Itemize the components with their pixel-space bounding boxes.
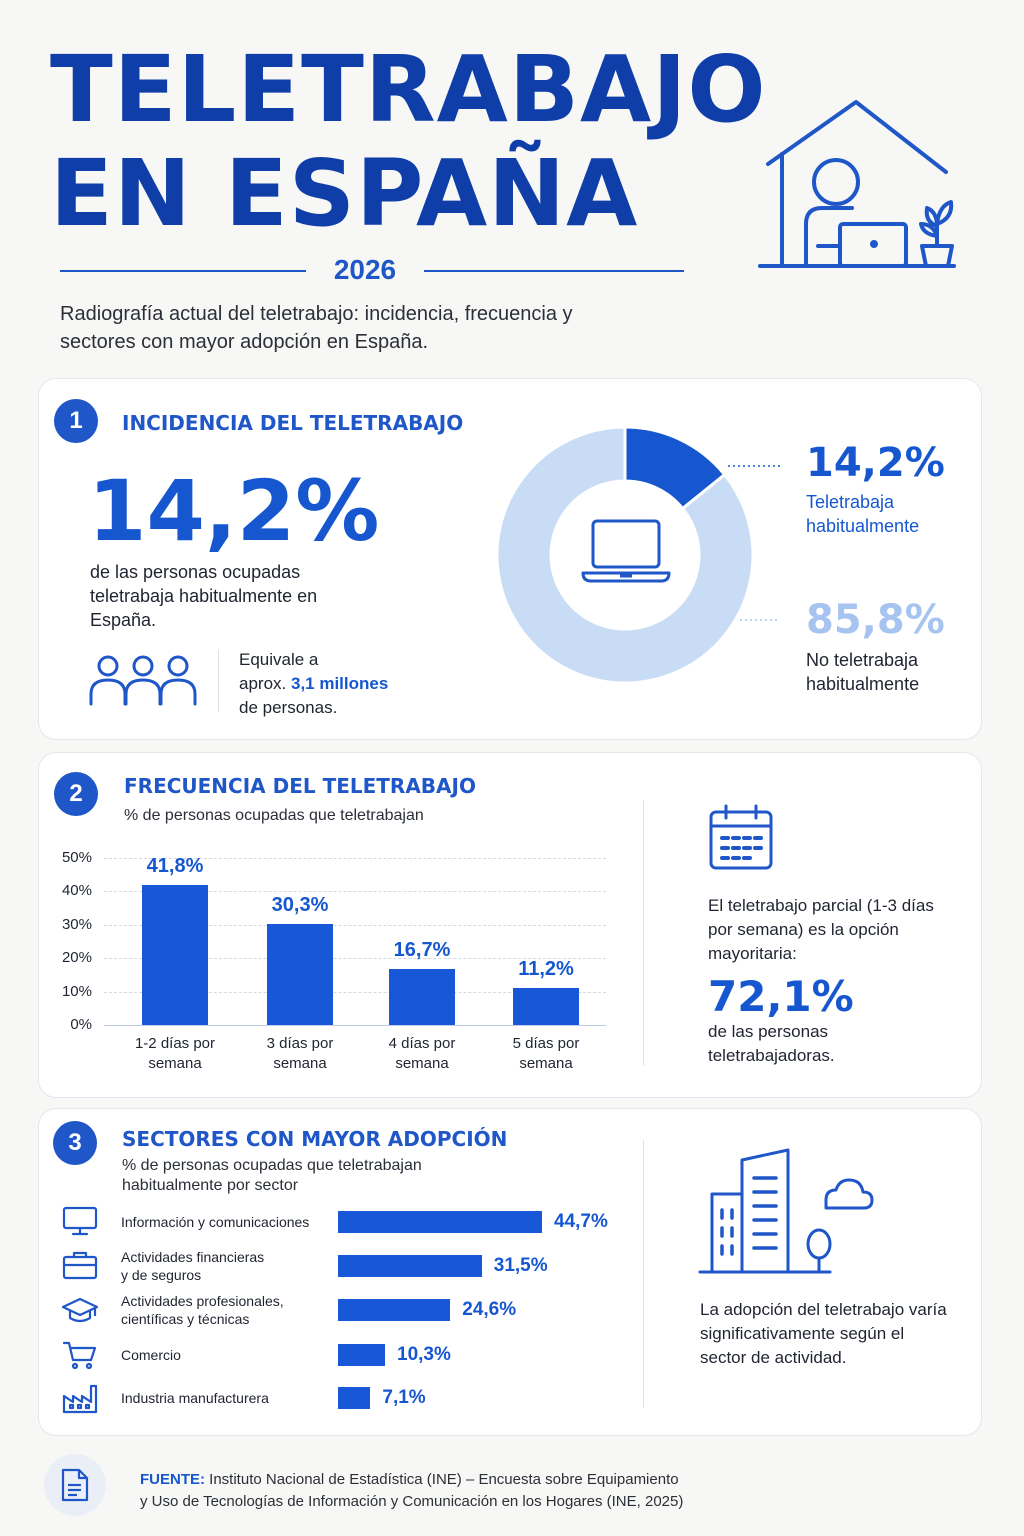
source-line-1: FUENTE: Instituto Nacional de Estadístic… xyxy=(140,1469,683,1491)
sector-value-label: 7,1% xyxy=(382,1387,426,1408)
donut-value-remote: 14,2% xyxy=(806,440,945,486)
bar xyxy=(513,987,579,1025)
sector-value-label: 24,6% xyxy=(462,1299,517,1320)
frequency-side-text: El teletrabajo parcial (1-3 días por sem… xyxy=(708,896,934,963)
bar-value-label: 11,2% xyxy=(518,957,574,980)
section-number-1: 1 xyxy=(54,399,98,443)
bar-value-label: 30,3% xyxy=(271,893,329,916)
sector-value-label: 31,5% xyxy=(493,1255,548,1276)
sector-label: Actividades financieras y de seguros xyxy=(121,1249,265,1283)
sector-value-label: 44,7% xyxy=(554,1211,608,1232)
category-label: 5 días por semana xyxy=(512,1035,580,1072)
y-tick-label: 40% xyxy=(61,882,92,900)
bar xyxy=(142,885,208,1025)
y-tick-label: 50% xyxy=(61,849,92,866)
frequency-subtitle: % de personas ocupadas que teletrabajan xyxy=(124,807,424,824)
bar xyxy=(267,923,333,1025)
source-text-1: Instituto Nacional de Estadística (INE) … xyxy=(209,1471,679,1488)
monitor-icon xyxy=(62,1206,98,1236)
people-divider xyxy=(218,650,219,712)
frequency-side-post: de las personas teletrabajadoras. xyxy=(708,1022,835,1065)
donut-label-no-remote: No teletrabaja habitualmente xyxy=(806,650,920,694)
equivalence-post: de personas. xyxy=(239,698,338,717)
city-buildings-icon xyxy=(698,1148,874,1276)
donut-label-remote: Teletrabaja habitualmente xyxy=(806,492,920,536)
equivalence-text: Equivale a aprox. 3,1 millones de person… xyxy=(239,648,388,720)
incidence-description: de las personas ocupadas teletrabaja hab… xyxy=(90,562,318,630)
equivalence-value: 3,1 millones xyxy=(290,674,389,693)
bar-value-label: 41,8% xyxy=(146,855,204,878)
donut-value-no-remote: 85,8% xyxy=(806,597,945,643)
equivalence-mid: aprox. xyxy=(239,674,287,693)
source-text-2: y Uso de Tecnologías de Información y Co… xyxy=(140,1493,684,1510)
sector-label: Actividades profesionales, científicas y … xyxy=(121,1293,284,1327)
briefcase-icon xyxy=(62,1250,98,1280)
gridline xyxy=(104,1025,606,1026)
equivalence-pre: Equivale a xyxy=(239,650,319,669)
section-number-3: 3 xyxy=(53,1121,97,1165)
factory-icon xyxy=(62,1384,98,1414)
source-label: FUENTE: xyxy=(140,1471,205,1488)
year-label: 2026 xyxy=(333,254,397,285)
sector-bar xyxy=(338,1299,451,1321)
gridline xyxy=(104,924,606,926)
sectors-side-text: La adopción del teletrabajo varía signif… xyxy=(700,1300,947,1367)
shopping-cart-icon xyxy=(62,1340,98,1370)
sector-value-label: 10,3% xyxy=(397,1344,451,1365)
sector-bar xyxy=(338,1255,482,1277)
incidence-title: INCIDENCIA DEL TELETRABAJO xyxy=(122,411,464,435)
title-line-1: TELETRABAJO xyxy=(50,36,767,143)
page-title: TELETRABAJO EN ESPAÑA xyxy=(50,38,767,246)
gridline xyxy=(104,858,606,859)
category-label: 3 días por semana xyxy=(266,1035,334,1072)
sector-label: Industria manufacturera xyxy=(121,1390,269,1406)
gridline xyxy=(104,991,606,993)
sector-bar xyxy=(338,1387,371,1409)
sectors-title: SECTORES CON MAYOR ADOPCIÓN xyxy=(122,1127,508,1151)
bar xyxy=(389,969,455,1025)
frequency-side-value: 72,1% xyxy=(708,972,854,1021)
sectors-subtitle-line-2: habitualmente por sector xyxy=(122,1177,299,1194)
home-office-icon xyxy=(752,96,962,272)
frequency-divider xyxy=(643,800,644,1066)
sector-label: Información y comunicaciones xyxy=(121,1214,310,1230)
calendar-icon xyxy=(708,804,774,870)
page-subtitle: Radiografía actual del teletrabajo: inci… xyxy=(60,303,573,353)
frequency-title: FRECUENCIA DEL TELETRABAJO xyxy=(124,774,476,798)
section-number-2: 2 xyxy=(54,772,98,816)
source-note: FUENTE: Instituto Nacional de Estadístic… xyxy=(140,1469,683,1513)
y-tick-label: 10% xyxy=(61,982,92,1000)
year-rule-left xyxy=(60,270,306,272)
gridline xyxy=(104,958,606,960)
incidence-big-value: 14,2% xyxy=(88,462,380,560)
document-icon xyxy=(44,1454,106,1516)
sectors-subtitle: % de personas ocupadas que teletrabajan … xyxy=(122,1156,422,1196)
year-rule-right xyxy=(424,270,684,272)
sector-bar xyxy=(338,1344,385,1366)
graduation-cap-icon xyxy=(61,1296,99,1326)
category-label: 1-2 días por semana xyxy=(134,1035,216,1072)
laptop-icon xyxy=(581,519,671,583)
sector-bar xyxy=(338,1211,542,1233)
sectors-divider xyxy=(643,1140,644,1408)
people-icon xyxy=(88,654,198,706)
y-tick-label: 30% xyxy=(61,915,92,933)
y-tick-label: 0% xyxy=(70,1016,92,1033)
y-tick-label: 20% xyxy=(61,949,92,967)
donut-slice-1 xyxy=(495,425,755,685)
sector-label: Comercio xyxy=(121,1347,181,1363)
bar-value-label: 16,7% xyxy=(393,939,451,962)
category-label: 4 días por semana xyxy=(388,1035,456,1072)
equivalence-line-2: aprox. 3,1 millones xyxy=(239,672,388,696)
sectors-subtitle-line-1: % de personas ocupadas que teletrabajan xyxy=(122,1157,422,1174)
gridline xyxy=(104,891,606,893)
incidence-donut-chart xyxy=(495,425,780,685)
title-line-2: EN ESPAÑA xyxy=(50,140,639,247)
